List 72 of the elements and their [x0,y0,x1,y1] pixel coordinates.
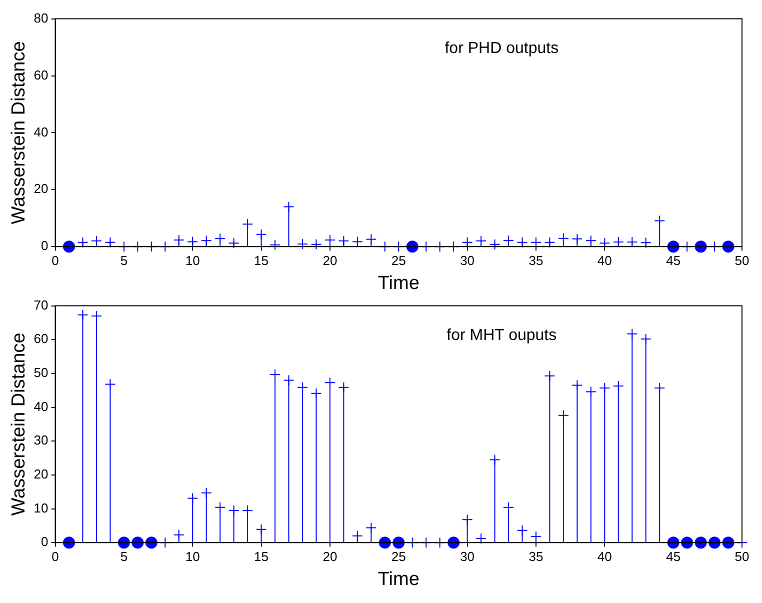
point [462,236,473,248]
x-tick-label: 10 [185,548,200,564]
y-tick-label: 50 [34,365,48,380]
x-tick-label: 5 [120,548,128,564]
point [640,237,652,248]
x-tick-label: 25 [391,548,406,564]
x-tick-label: 30 [460,548,475,564]
y-tick-label: 70 [34,297,48,312]
point [62,240,75,253]
point [694,240,707,253]
point [694,536,707,549]
point [104,236,116,248]
point [378,536,391,549]
point [448,536,460,549]
point [406,240,418,253]
y-tick-label: 40 [34,398,48,414]
x-tick-label: 35 [528,252,544,268]
x-tick-label: 10 [185,252,200,268]
point [516,236,528,248]
point [310,238,322,250]
y-tick-label: 40 [34,124,48,140]
point [530,236,542,248]
point [489,238,500,250]
x-tick-label: 40 [597,548,612,564]
x-tick-label: 5 [120,252,128,268]
point [722,536,734,549]
x-tick-label: 45 [666,252,681,268]
point [476,533,487,544]
y-axis-title: Wasserstein Distance [8,332,30,516]
x-tick-label: 15 [254,548,269,564]
y-tick-label: 60 [34,67,48,82]
x-tick-label: 45 [666,548,681,564]
point [667,536,680,549]
point [270,239,281,250]
x-tick-label: 30 [460,252,475,268]
x-tick-label: 0 [52,548,59,564]
point [599,238,610,249]
x-tick-label: 50 [734,548,750,564]
x-tick-label: 40 [597,252,612,268]
point [228,238,240,249]
x-tick-label: 50 [734,252,750,268]
point [118,536,130,549]
y-tick-label: 60 [34,331,48,346]
point [145,536,158,549]
x-tick-label: 20 [322,252,338,268]
x-axis-title: Time [378,568,420,590]
point [667,240,680,253]
y-tick-label: 20 [34,466,48,482]
x-tick-label: 25 [391,252,406,268]
x-tick-label: 35 [528,548,544,564]
x-tick-label: 15 [254,252,269,268]
point [77,236,88,248]
y-tick-label: 10 [34,500,48,516]
point [544,236,556,248]
x-tick-label: 0 [52,252,59,268]
point [722,240,734,253]
annotation: for MHT ouputs [446,327,557,344]
y-tick-label: 20 [34,181,48,196]
y-tick-label: 30 [34,432,48,448]
point [708,536,721,549]
y-tick-label: 0 [41,534,48,550]
point [681,536,694,549]
x-tick-label: 20 [322,548,338,564]
point [392,536,405,549]
y-axis-title: Wasserstein Distance [8,41,30,224]
point [132,536,144,549]
x-axis-title: Time [378,272,420,294]
y-tick-label: 80 [34,10,48,26]
point [296,238,308,250]
y-tick-label: 0 [41,238,48,254]
point [62,536,75,549]
annotation: for PHD outputs [444,40,559,58]
